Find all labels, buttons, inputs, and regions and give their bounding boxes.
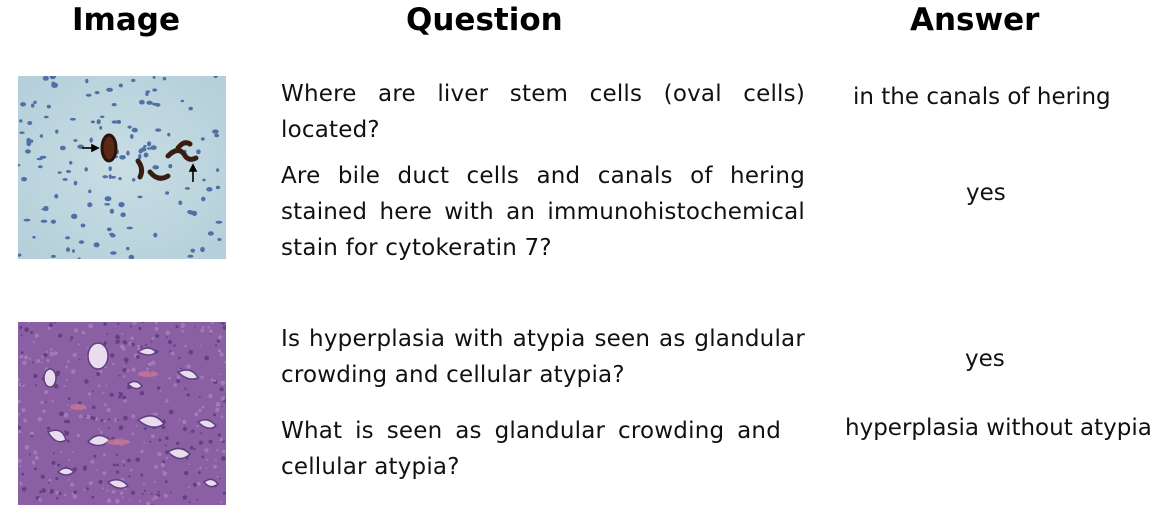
question-text: Are bile duct cells and canals of hering… <box>281 163 805 261</box>
answer-text: hyperplasia without atypia <box>845 415 1152 441</box>
question-text: What is seen as glandular crowding and c… <box>281 418 781 480</box>
answer-text: in the canals of hering <box>853 84 1111 110</box>
endometrium-histology-image <box>18 322 226 505</box>
header-image: Image <box>72 2 180 38</box>
question-text: Is hyperplasia with atypia seen as gland… <box>281 326 805 388</box>
answer-text: yes <box>965 346 1005 372</box>
question-text: Where are liver stem cells (oval cells) … <box>281 81 805 143</box>
liver-histology-image <box>18 76 226 259</box>
header-question: Question <box>406 2 563 38</box>
header-answer: Answer <box>910 2 1040 38</box>
answer-text: yes <box>966 180 1006 206</box>
